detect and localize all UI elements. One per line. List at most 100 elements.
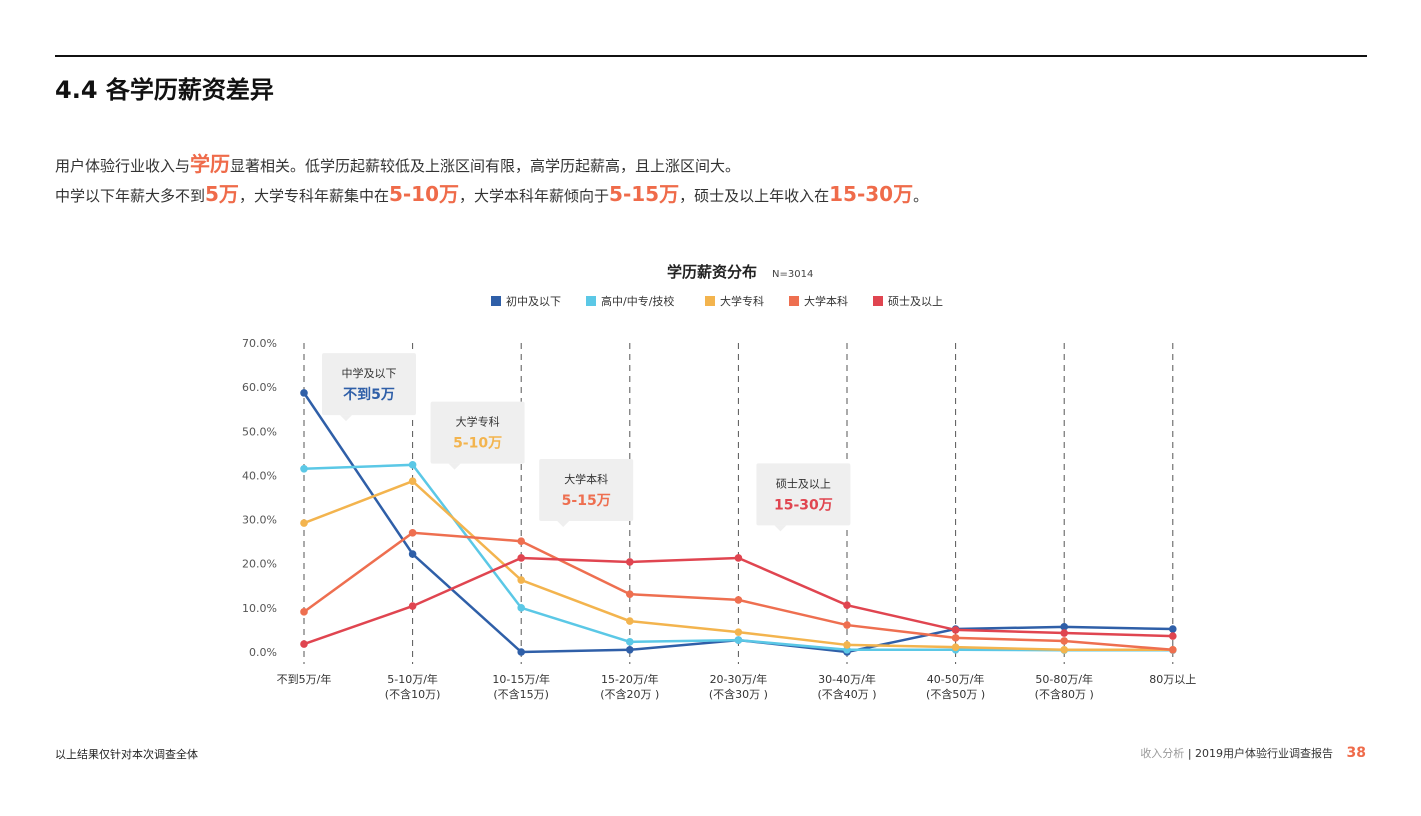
x-tick-label: 80万以上 bbox=[1149, 673, 1196, 686]
y-tick-label: 10.0% bbox=[242, 602, 277, 615]
data-point bbox=[1060, 623, 1068, 631]
description-line-1: 用户体验行业收入与学历显著相关。低学历起薪较低及上涨区间有限，高学历起薪高，且上… bbox=[55, 148, 740, 177]
data-point bbox=[408, 602, 417, 610]
callout-pointer bbox=[448, 463, 461, 470]
data-point bbox=[1060, 645, 1068, 654]
x-tick-label: 50-80万/年 bbox=[1035, 672, 1093, 686]
footer-right: 收入分析 | 2019用户体验行业调查报告 38 bbox=[1140, 745, 1366, 761]
data-point bbox=[1060, 637, 1068, 645]
callout-label: 大学本科 bbox=[564, 472, 608, 486]
data-point bbox=[626, 558, 634, 566]
x-tick-label: 5-10万/年 bbox=[387, 672, 438, 686]
data-point bbox=[300, 519, 308, 527]
chart-subtitle: N=3014 bbox=[772, 269, 813, 280]
x-tick-label: (不含40万 ) bbox=[817, 687, 876, 701]
data-point bbox=[734, 554, 743, 562]
data-point bbox=[843, 641, 851, 649]
y-tick-label: 60.0% bbox=[242, 381, 277, 394]
description-text: ，大学专科年薪集中在 bbox=[238, 187, 389, 205]
description-text: ，大学本科年薪倾向于 bbox=[459, 187, 610, 205]
footer-note: 以上结果仅针对本次调查全体 bbox=[55, 748, 198, 761]
x-tick-label: 20-30万/年 bbox=[710, 672, 768, 686]
callout-box bbox=[539, 459, 634, 522]
description-line-2: 中学以下年薪大多不到5万，大学专科年薪集中在5-10万，大学本科年薪倾向于5-1… bbox=[55, 178, 928, 207]
data-point bbox=[517, 576, 525, 584]
legend-swatch bbox=[586, 296, 596, 306]
description-text: 。 bbox=[913, 187, 929, 205]
callout-value: 15-30万 bbox=[774, 497, 833, 513]
highlight-text: 5万 bbox=[205, 182, 239, 206]
highlight-text: 15-30万 bbox=[829, 182, 914, 206]
legend-label: 大学专科 bbox=[720, 294, 764, 308]
legend-label: 初中及以下 bbox=[506, 294, 561, 308]
y-tick-label: 20.0% bbox=[242, 558, 277, 571]
data-point bbox=[408, 550, 417, 558]
data-point bbox=[300, 465, 308, 473]
legend-swatch bbox=[491, 296, 501, 306]
data-point bbox=[517, 554, 525, 562]
y-tick-label: 0.0% bbox=[249, 646, 277, 659]
x-tick-label: 不到5万/年 bbox=[277, 672, 332, 686]
legend-label: 硕士及以上 bbox=[888, 295, 943, 308]
x-tick-label: 40-50万/年 bbox=[927, 672, 985, 686]
data-point bbox=[300, 389, 308, 397]
x-tick-label: (不含80万 ) bbox=[1035, 687, 1094, 701]
highlight-text: 5-15万 bbox=[609, 182, 680, 206]
data-point bbox=[734, 636, 743, 644]
legend-swatch bbox=[873, 296, 883, 306]
data-point bbox=[1169, 645, 1177, 654]
data-point bbox=[734, 596, 743, 604]
callout-label: 中学及以下 bbox=[342, 366, 397, 380]
top-rule bbox=[55, 55, 1367, 57]
description-text: ，硕士及以上年收入在 bbox=[679, 187, 830, 205]
data-point bbox=[300, 640, 308, 648]
data-point bbox=[951, 634, 960, 642]
description-text: 用户体验行业收入与 bbox=[55, 157, 191, 175]
data-point bbox=[626, 617, 634, 625]
data-point bbox=[843, 601, 851, 610]
data-point bbox=[517, 604, 525, 612]
callout-box bbox=[430, 401, 525, 464]
y-tick-label: 30.0% bbox=[242, 514, 277, 527]
page-number: 38 bbox=[1346, 745, 1366, 761]
highlight-text: 学历 bbox=[190, 152, 231, 176]
data-point bbox=[517, 537, 525, 546]
footer-section: 收入分析 bbox=[1140, 747, 1185, 760]
data-point bbox=[951, 643, 960, 651]
y-tick-label: 50.0% bbox=[242, 425, 277, 438]
data-point bbox=[408, 461, 417, 469]
data-point bbox=[626, 645, 634, 654]
callout-value: 不到5万 bbox=[343, 387, 395, 403]
data-point bbox=[1169, 625, 1177, 633]
description-text: 中学以下年薪大多不到 bbox=[55, 187, 206, 205]
callout-label: 大学专科 bbox=[456, 415, 500, 429]
footer-report: 2019用户体验行业调查报告 bbox=[1195, 747, 1334, 760]
highlight-text: 5-10万 bbox=[388, 182, 460, 206]
footer-divider: | bbox=[1187, 747, 1196, 760]
legend-swatch bbox=[789, 296, 799, 306]
x-tick-label: (不含15万) bbox=[493, 687, 549, 701]
data-point bbox=[300, 608, 308, 616]
callout-pointer bbox=[774, 525, 787, 532]
page-title: 4.4 各学历薪资差异 bbox=[55, 76, 274, 104]
data-point bbox=[408, 477, 417, 485]
data-point bbox=[517, 648, 525, 656]
x-tick-label: (不含50万 ) bbox=[926, 687, 985, 701]
callout-box bbox=[756, 463, 851, 526]
callout-value: 5-15万 bbox=[562, 493, 611, 509]
data-point bbox=[843, 621, 851, 629]
data-point bbox=[734, 628, 743, 636]
callout-pointer bbox=[557, 521, 570, 528]
description-text: 显著相关。低学历起薪较低及上涨区间有限，高学历起薪高，且上涨区间大。 bbox=[230, 157, 741, 175]
x-tick-label: (不含10万) bbox=[385, 687, 441, 701]
x-tick-label: (不含20万 ) bbox=[600, 687, 659, 701]
callout-box bbox=[322, 353, 416, 416]
callout-label: 硕士及以上 bbox=[776, 477, 831, 490]
data-point bbox=[626, 590, 634, 598]
x-tick-label: 30-40万/年 bbox=[818, 672, 876, 686]
chart-title: 学历薪资分布 bbox=[667, 263, 757, 281]
callout-value: 5-10万 bbox=[453, 436, 502, 452]
callout-pointer bbox=[340, 415, 352, 422]
data-point bbox=[408, 529, 417, 537]
